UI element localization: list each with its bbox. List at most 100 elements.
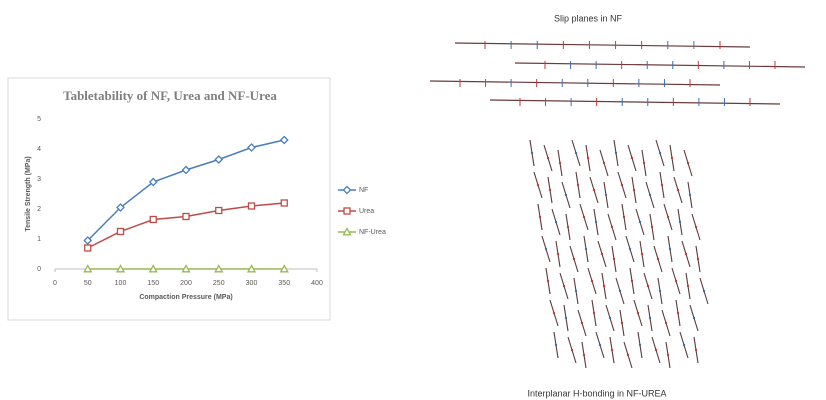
atom — [647, 285, 649, 287]
legend-label: NF — [359, 187, 368, 194]
atom — [677, 189, 679, 191]
atom — [683, 344, 685, 346]
atom — [591, 280, 593, 282]
x-tick-label: 50 — [84, 280, 92, 287]
atom — [587, 157, 589, 159]
y-tick-label: 0 — [37, 266, 41, 273]
x-axis-label: Compaction Pressure (MPa) — [139, 294, 232, 301]
atom — [669, 248, 671, 250]
atom — [687, 162, 689, 164]
molecular-diagram — [430, 41, 805, 368]
atom — [703, 290, 705, 292]
marker — [249, 203, 255, 209]
atom — [619, 290, 621, 292]
atom — [657, 258, 659, 260]
atom — [593, 312, 595, 314]
atom — [555, 344, 557, 346]
atom — [667, 216, 669, 218]
atom — [577, 184, 579, 186]
y-tick-label: 4 — [37, 146, 41, 153]
atom — [671, 157, 673, 159]
molecule-chain — [515, 63, 805, 67]
atom — [547, 157, 549, 159]
atom — [575, 290, 577, 292]
y-tick-label: 5 — [37, 116, 41, 123]
atom — [559, 162, 561, 164]
atom — [601, 253, 603, 255]
x-tick-label: 400 — [311, 280, 323, 287]
atom — [537, 184, 539, 186]
x-tick-label: 100 — [115, 280, 127, 287]
atom — [611, 349, 613, 351]
atom — [641, 253, 643, 255]
atom — [629, 248, 631, 250]
marker — [344, 187, 351, 194]
atom — [615, 152, 617, 154]
atom — [661, 184, 663, 186]
figure: Tabletability of NF, Urea and NF-Urea Co… — [0, 0, 826, 400]
atom — [609, 317, 611, 319]
atom — [675, 280, 677, 282]
atom — [697, 258, 699, 260]
atom — [605, 194, 607, 196]
atom — [563, 285, 565, 287]
atom — [659, 152, 661, 154]
atom — [599, 344, 601, 346]
atom — [613, 258, 615, 260]
x-tick-label: 150 — [147, 280, 159, 287]
y-tick-label: 1 — [37, 236, 41, 243]
y-tick-label: 3 — [37, 176, 41, 183]
chart-title: Tabletability of NF, Urea and NF-Urea — [63, 88, 277, 103]
molecule-chain — [430, 81, 720, 85]
marker — [344, 229, 351, 235]
atom — [621, 322, 623, 324]
marker — [216, 208, 222, 214]
marker — [344, 208, 350, 214]
atom — [659, 290, 661, 292]
atom — [581, 322, 583, 324]
atom — [531, 152, 533, 154]
atom — [545, 248, 547, 250]
annotation: Slip planes in NF — [554, 13, 623, 23]
atom — [575, 152, 577, 154]
marker — [150, 217, 156, 223]
atom — [557, 253, 559, 255]
atom — [549, 189, 551, 191]
atom — [623, 216, 625, 218]
marker — [281, 200, 287, 206]
atom — [693, 317, 695, 319]
atom — [593, 189, 595, 191]
atom — [695, 349, 697, 351]
atom — [655, 349, 657, 351]
atom — [649, 194, 651, 196]
annotation: Interplanar H-bonding in NF-UREA — [527, 388, 666, 398]
y-tick-label: 2 — [37, 206, 41, 213]
atom — [555, 221, 557, 223]
marker — [85, 245, 91, 251]
atom — [639, 344, 641, 346]
atom — [667, 354, 669, 356]
atom — [585, 248, 587, 250]
atom — [685, 253, 687, 255]
x-tick-label: 350 — [278, 280, 290, 287]
atom — [611, 226, 613, 228]
page: {"chart_data": {"type": "line", "title":… — [0, 0, 826, 400]
atom — [567, 226, 569, 228]
atom — [573, 258, 575, 260]
atom — [621, 184, 623, 186]
marker — [118, 229, 124, 235]
atom — [565, 317, 567, 319]
atom — [651, 226, 653, 228]
atom — [547, 280, 549, 282]
x-tick-label: 200 — [180, 280, 192, 287]
atom — [539, 216, 541, 218]
atom — [627, 354, 629, 356]
atom — [583, 354, 585, 356]
atom — [583, 216, 585, 218]
atom — [695, 226, 697, 228]
y-axis-label: Tensile Strength (MPa) — [25, 156, 32, 231]
atom — [687, 285, 689, 287]
atom — [603, 162, 605, 164]
legend-label: Urea — [359, 208, 374, 215]
atom — [633, 189, 635, 191]
